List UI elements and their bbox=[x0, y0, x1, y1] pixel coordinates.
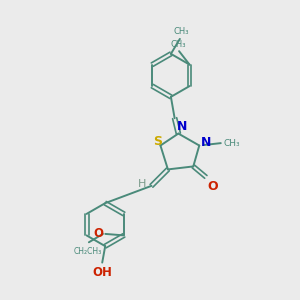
Text: O: O bbox=[208, 180, 218, 193]
Text: CH₃: CH₃ bbox=[170, 40, 186, 49]
Text: O: O bbox=[94, 227, 104, 240]
Text: CH₃: CH₃ bbox=[223, 139, 240, 148]
Text: OH: OH bbox=[92, 266, 112, 279]
Text: S: S bbox=[154, 135, 163, 148]
Text: CH₂CH₃: CH₂CH₃ bbox=[74, 247, 102, 256]
Text: N: N bbox=[201, 136, 211, 149]
Text: H: H bbox=[138, 179, 146, 189]
Text: N: N bbox=[177, 120, 188, 133]
Text: CH₃: CH₃ bbox=[173, 27, 188, 36]
